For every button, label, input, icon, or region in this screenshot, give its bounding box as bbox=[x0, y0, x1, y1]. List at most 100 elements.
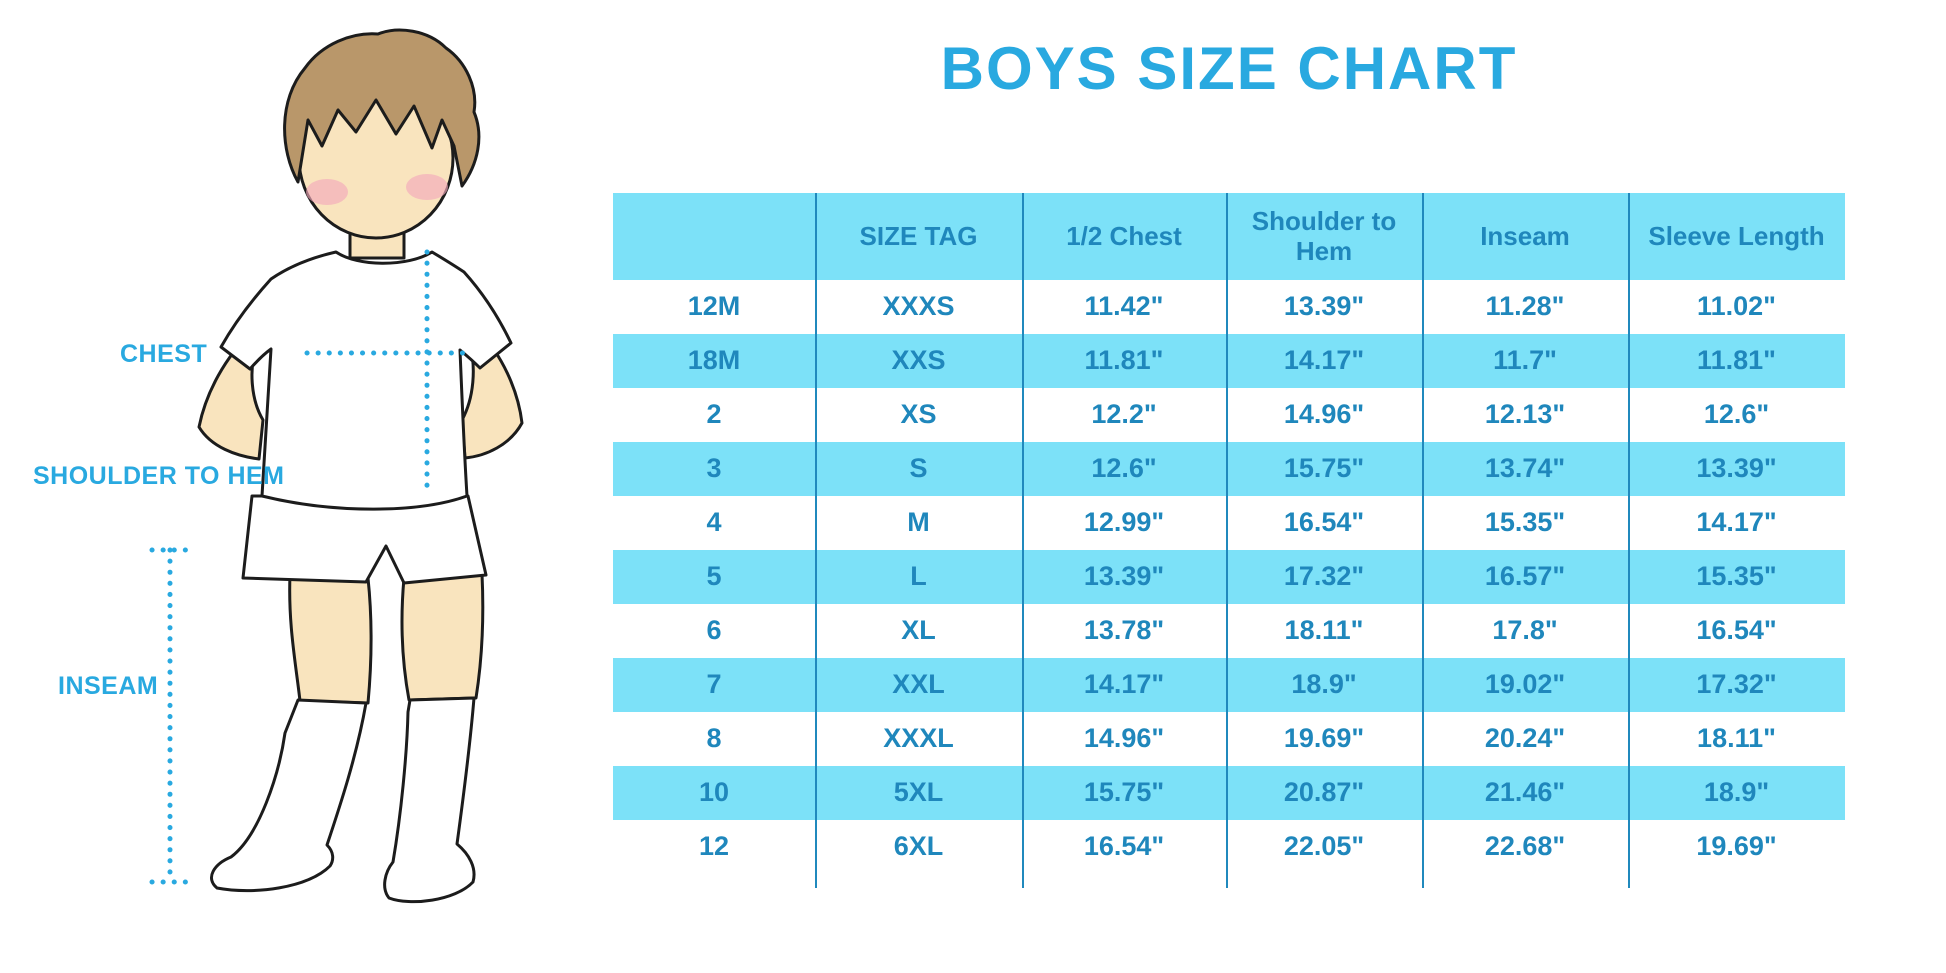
table-header-row: SIZE TAG 1/2 Chest Shoulder to Hem Insea… bbox=[613, 193, 1845, 280]
cell-size-tag: XS bbox=[900, 399, 937, 430]
cell-inseam: 22.68" bbox=[1484, 831, 1566, 862]
table-row: 12M XXXS 11.42" 13.39" 11.28" 11.02" bbox=[613, 280, 1845, 334]
cell-sleeve-length: 15.35" bbox=[1696, 561, 1777, 592]
boy-left-leg bbox=[288, 573, 373, 705]
cell-inseam: 17.8" bbox=[1492, 615, 1558, 646]
table-row: 12 6XL 16.54" 22.05" 22.68" 19.69" bbox=[613, 820, 1845, 874]
page-title: BOYS SIZE CHART bbox=[940, 35, 1518, 102]
table-row: 10 5XL 15.75" 20.87" 21.46" 18.9" bbox=[613, 766, 1845, 820]
cell-shoulder-to-hem: 19.69" bbox=[1283, 723, 1365, 754]
cell-size: 12 bbox=[698, 831, 730, 862]
cell-shoulder-to-hem: 18.9" bbox=[1291, 669, 1357, 700]
cell-inseam: 13.74" bbox=[1484, 453, 1566, 484]
cell-inseam: 20.24" bbox=[1484, 723, 1566, 754]
cell-size-tag: XL bbox=[901, 615, 936, 646]
cell-size: 7 bbox=[706, 669, 722, 700]
col-header-sleeve-length: Sleeve Length bbox=[1648, 220, 1825, 251]
cell-sleeve-length: 13.39" bbox=[1696, 453, 1777, 484]
cell-inseam: 16.57" bbox=[1484, 561, 1566, 592]
cell-half-chest: 14.17" bbox=[1083, 669, 1165, 700]
boy-right-sock bbox=[383, 696, 476, 904]
col-header-shoulder-to-hem: Shoulder to Hem bbox=[1251, 205, 1397, 266]
cell-shoulder-to-hem: 17.32" bbox=[1283, 561, 1365, 592]
cell-size-tag: S bbox=[909, 453, 928, 484]
cell-half-chest: 14.96" bbox=[1083, 723, 1165, 754]
table-row: 2 XS 12.2" 14.96" 12.13" 12.6" bbox=[613, 388, 1845, 442]
cell-size-tag: XXS bbox=[891, 345, 946, 376]
cell-size-tag: XXXS bbox=[882, 291, 955, 322]
col-header-size-tag: SIZE TAG bbox=[859, 220, 978, 251]
table-row: 5 L 13.39" 17.32" 16.57" 15.35" bbox=[613, 550, 1845, 604]
cell-inseam: 11.28" bbox=[1485, 291, 1565, 322]
cell-inseam: 11.7" bbox=[1493, 345, 1557, 376]
cell-half-chest: 13.78" bbox=[1083, 615, 1165, 646]
cell-inseam: 19.02" bbox=[1484, 669, 1566, 700]
size-table: SIZE TAG 1/2 Chest Shoulder to Hem Insea… bbox=[613, 193, 1845, 888]
cell-size-tag: XXXL bbox=[883, 723, 954, 754]
table-row: 6 XL 13.78" 18.11" 17.8" 16.54" bbox=[613, 604, 1845, 658]
cell-shoulder-to-hem: 13.39" bbox=[1283, 291, 1365, 322]
cell-shoulder-to-hem: 16.54" bbox=[1283, 507, 1365, 538]
cell-size: 4 bbox=[706, 507, 722, 538]
cell-sleeve-length: 18.9" bbox=[1703, 777, 1770, 808]
cell-inseam: 12.13" bbox=[1484, 399, 1566, 430]
boy-shorts bbox=[241, 494, 488, 585]
cell-size-tag: 6XL bbox=[893, 831, 944, 862]
cell-sleeve-length: 17.32" bbox=[1696, 669, 1777, 700]
cell-half-chest: 15.75" bbox=[1083, 777, 1165, 808]
boy-hair bbox=[283, 28, 481, 188]
cell-size-tag: 5XL bbox=[893, 777, 944, 808]
table-row: 8 XXXL 14.96" 19.69" 20.24" 18.11" bbox=[613, 712, 1845, 766]
cell-shoulder-to-hem: 14.96" bbox=[1283, 399, 1365, 430]
cell-half-chest: 12.6" bbox=[1091, 453, 1157, 484]
cell-half-chest: 16.54" bbox=[1083, 831, 1165, 862]
cell-size-tag: M bbox=[907, 507, 930, 538]
cell-inseam: 15.35" bbox=[1484, 507, 1566, 538]
cell-half-chest: 11.42" bbox=[1084, 291, 1164, 322]
boy-illustration bbox=[149, 28, 524, 904]
table-row: 18M XXS 11.81" 14.17" 11.7" 11.81" bbox=[613, 334, 1845, 388]
cell-half-chest: 12.99" bbox=[1083, 507, 1165, 538]
cell-inseam: 21.46" bbox=[1484, 777, 1566, 808]
cell-shoulder-to-hem: 14.17" bbox=[1283, 345, 1365, 376]
table-row: 3 S 12.6" 15.75" 13.74" 13.39" bbox=[613, 442, 1845, 496]
cell-size: 12M bbox=[687, 291, 741, 322]
cell-sleeve-length: 16.54" bbox=[1696, 615, 1777, 646]
cell-size: 5 bbox=[706, 561, 722, 592]
cell-shoulder-to-hem: 15.75" bbox=[1283, 453, 1365, 484]
cell-sleeve-length: 18.11" bbox=[1697, 723, 1776, 754]
table-row: 7 XXL 14.17" 18.9" 19.02" 17.32" bbox=[613, 658, 1845, 712]
cell-sleeve-length: 12.6" bbox=[1703, 399, 1770, 430]
col-header-inseam: Inseam bbox=[1480, 220, 1570, 251]
boy-illustration-area: CHEST SHOULDER TO HEM INSEAM bbox=[0, 0, 560, 973]
table-rows: 12M XXXS 11.42" 13.39" 11.28" 11.02" 18M… bbox=[613, 280, 1845, 874]
cell-sleeve-length: 19.69" bbox=[1696, 831, 1777, 862]
boy-left-sock bbox=[210, 698, 368, 893]
cell-shoulder-to-hem: 20.87" bbox=[1283, 777, 1365, 808]
cell-size: 10 bbox=[698, 777, 730, 808]
cell-shoulder-to-hem: 18.11" bbox=[1284, 615, 1364, 646]
cell-sleeve-length: 14.17" bbox=[1696, 507, 1777, 538]
cell-size-tag: L bbox=[910, 561, 927, 592]
inseam-label: INSEAM bbox=[58, 672, 159, 700]
cell-half-chest: 11.81" bbox=[1084, 345, 1164, 376]
table-row: 4 M 12.99" 16.54" 15.35" 14.17" bbox=[613, 496, 1845, 550]
cell-half-chest: 13.39" bbox=[1083, 561, 1165, 592]
boy-shirt bbox=[219, 250, 513, 511]
boy-blush bbox=[306, 174, 448, 205]
cell-half-chest: 12.2" bbox=[1091, 399, 1157, 430]
chest-label: CHEST bbox=[120, 340, 208, 368]
cell-sleeve-length: 11.81" bbox=[1697, 345, 1776, 376]
shoulder-to-hem-label: SHOULDER TO HEM bbox=[33, 462, 285, 490]
boy-right-leg bbox=[400, 572, 485, 702]
cell-shoulder-to-hem: 22.05" bbox=[1283, 831, 1365, 862]
col-header-half-chest: 1/2 Chest bbox=[1066, 220, 1182, 251]
cell-size: 3 bbox=[706, 453, 722, 484]
cell-size: 8 bbox=[706, 723, 722, 754]
cell-size: 6 bbox=[706, 615, 722, 646]
cell-size: 2 bbox=[706, 399, 722, 430]
cell-size-tag: XXL bbox=[892, 669, 945, 700]
cell-size: 18M bbox=[687, 345, 741, 376]
cell-sleeve-length: 11.02" bbox=[1697, 291, 1776, 322]
